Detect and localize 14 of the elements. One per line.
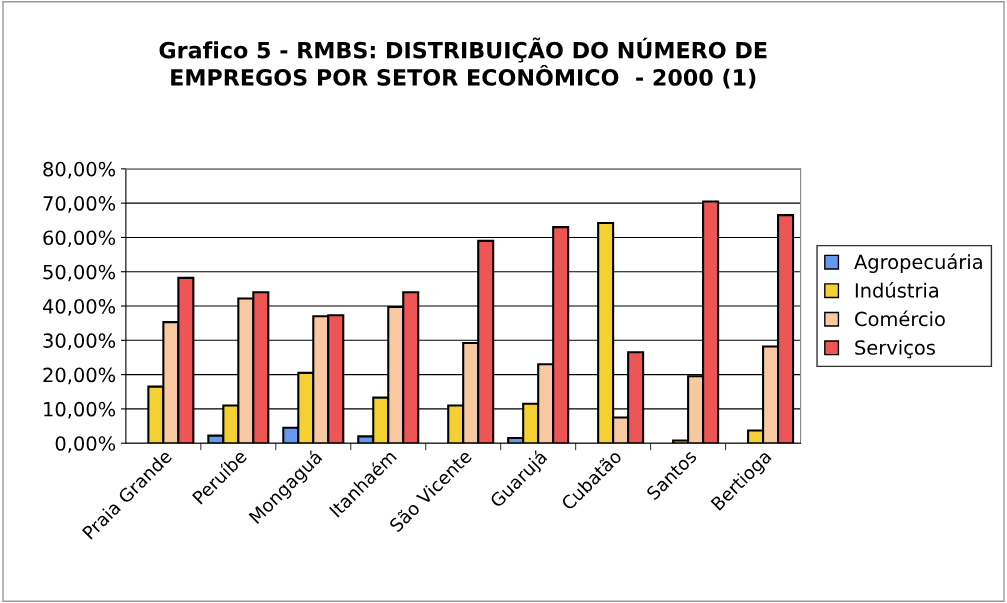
chart-title: Grafico 5 - RMBS: DISTRIBUIÇÃO DO NÚMERO DE EMPREGOS POR SETOR ECONÔMICO - 2000 (1) [159,37,767,89]
legend-label: Indústria [855,281,938,298]
y-tick-label: 80,00% [43,161,116,179]
y-tick-label: 10,00% [44,401,116,419]
legend-label: Serviços [855,339,935,359]
y-tick-label: 0,00% [55,436,116,453]
y-tick-label: 40,00% [42,298,116,316]
y-tick-label: 60,00% [43,230,116,248]
legend-label: Agropecuária [854,253,982,274]
y-tick-label: 50,00% [43,264,116,282]
legend-label: Comércio [855,310,945,327]
y-tick-label: 20,00% [43,367,116,385]
y-tick-label: 70,00% [43,196,116,213]
y-tick-label: 30,00% [43,333,116,350]
